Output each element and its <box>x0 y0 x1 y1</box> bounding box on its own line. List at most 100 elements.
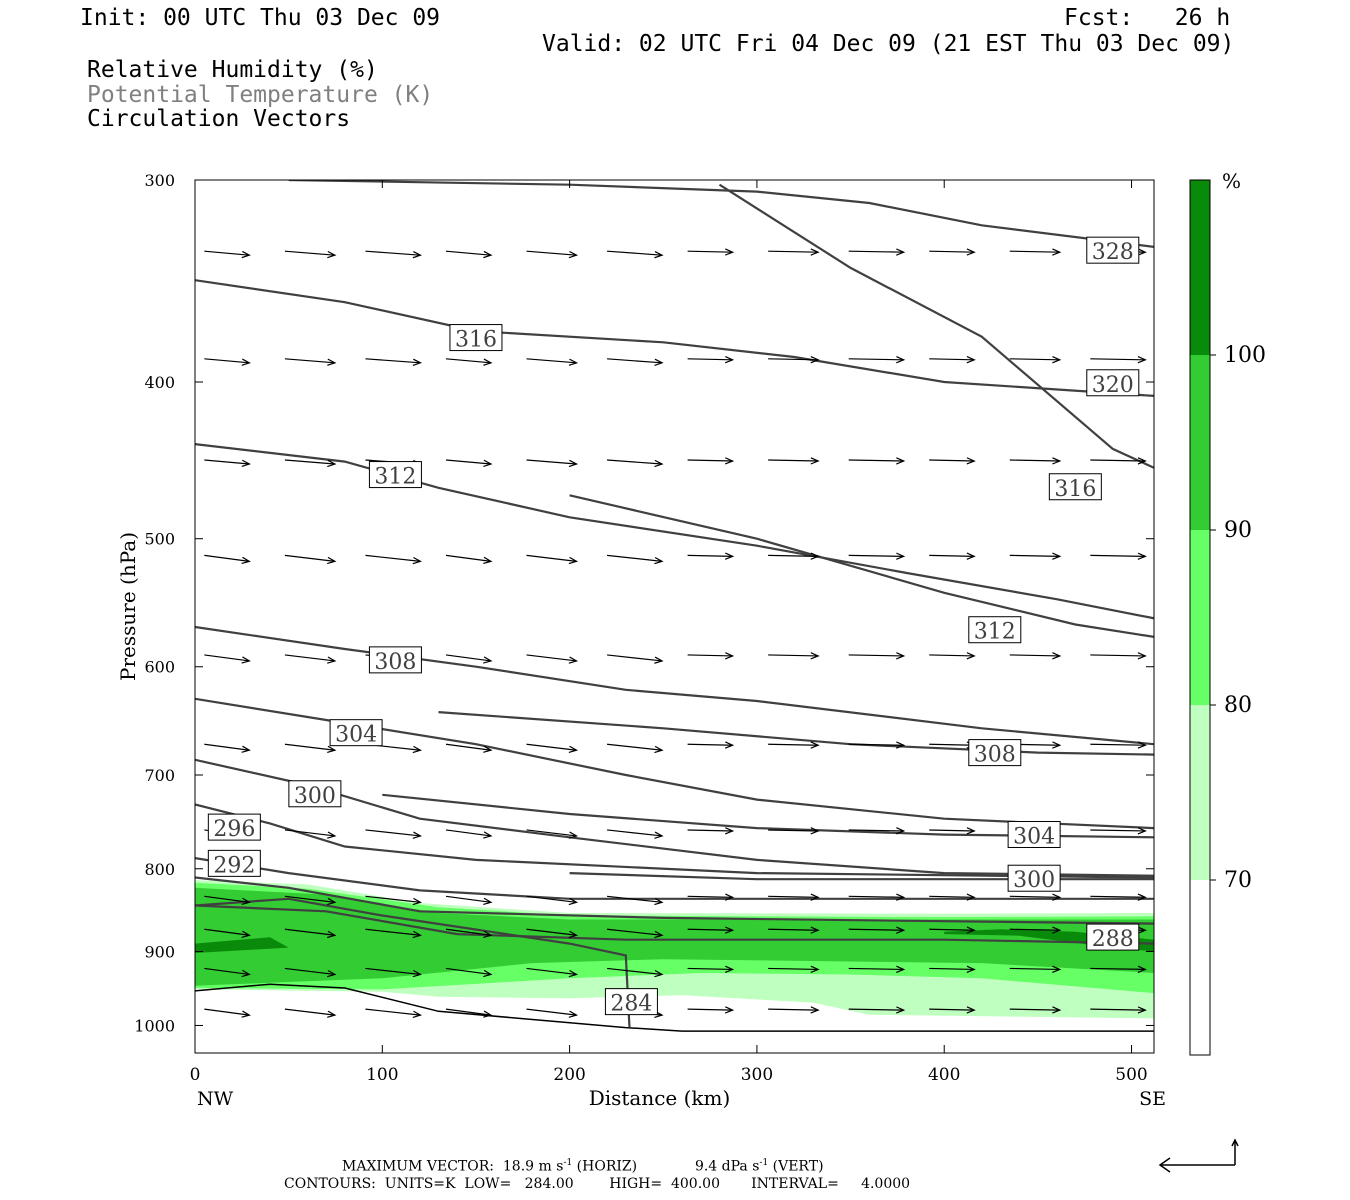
vector-arrowhead <box>966 652 976 660</box>
theta-label: 316 <box>455 328 497 353</box>
circulation-vector <box>848 654 904 657</box>
circulation-vector <box>687 459 733 462</box>
vector-arrowhead <box>896 965 906 973</box>
circulation-vector <box>365 928 421 936</box>
theta-label-box <box>449 324 503 352</box>
vector-arrowhead <box>810 652 820 660</box>
vector-arrowhead <box>896 652 906 660</box>
circulation-vector <box>687 743 733 746</box>
circulation-vector <box>365 967 421 976</box>
vector-arrowhead <box>241 459 251 468</box>
theta-label: 300 <box>294 784 336 809</box>
circulation-vector <box>284 654 335 662</box>
vector-arrowhead <box>1052 1006 1062 1014</box>
circulation-vector <box>768 743 819 746</box>
vector-arrowhead <box>896 827 906 835</box>
circulation-vector <box>929 459 975 462</box>
circulation-vector <box>607 928 663 936</box>
vector-arrowhead <box>1137 248 1147 256</box>
colorbar-segment <box>1190 180 1210 355</box>
circulation-vector <box>204 895 250 903</box>
circulation-vector <box>1090 459 1146 462</box>
circulation-vector <box>768 654 819 657</box>
circulation-vector <box>848 459 904 462</box>
circulation-vector <box>607 250 663 256</box>
circulation-vector <box>768 967 819 971</box>
circulation-vector <box>526 895 577 903</box>
theta-label: 308 <box>974 743 1016 768</box>
vector-arrowhead <box>810 356 820 364</box>
circulation-vector <box>1009 654 1060 657</box>
vector-arrowhead <box>1052 652 1062 660</box>
vector-arrowhead <box>327 745 337 754</box>
circulation-vector <box>929 358 975 361</box>
colorbar-label: 100 <box>1224 343 1266 368</box>
vector-arrowhead <box>327 556 337 565</box>
circulation-vector <box>848 967 904 971</box>
vector-arrowhead <box>241 656 251 664</box>
circulation-vector <box>607 967 663 976</box>
theta-label: 296 <box>213 817 255 842</box>
circulation-vector <box>848 554 904 557</box>
vector-arrowhead <box>1052 893 1062 901</box>
colorbar-label: 70 <box>1224 868 1252 893</box>
vector-arrowhead <box>966 827 976 835</box>
circulation-vector <box>204 459 250 465</box>
y-tick-label: 700 <box>144 766 175 785</box>
vector-arrowhead <box>568 831 579 839</box>
vector-arrowhead <box>810 827 820 835</box>
theta-label-box <box>368 646 422 674</box>
circulation-vector <box>848 829 904 832</box>
vector-arrowhead <box>966 965 976 973</box>
circulation-vector <box>365 554 421 562</box>
vector-arrowhead <box>568 897 579 906</box>
vector-arrowhead <box>966 248 976 256</box>
vector-arrowhead <box>327 969 337 978</box>
vector-arrowhead <box>241 897 251 905</box>
circulation-vector <box>526 654 577 662</box>
circulation-vector <box>1090 654 1146 657</box>
colorbar-label: 90 <box>1224 518 1252 543</box>
theta-label: 304 <box>335 723 377 748</box>
vector-arrowhead <box>1137 827 1147 835</box>
vector-arrowhead <box>241 358 251 366</box>
theta-label: 300 <box>1013 868 1055 893</box>
vector-arrowhead <box>654 897 664 906</box>
vector-arrowhead <box>241 1010 251 1018</box>
circulation-vector <box>768 554 819 557</box>
vector-arrowhead <box>568 250 579 259</box>
circulation-vector <box>284 743 335 751</box>
vector-arrowhead <box>896 926 906 934</box>
circulation-vector <box>687 928 733 931</box>
circulation-vector <box>929 1008 975 1011</box>
circulation-vector <box>929 654 975 657</box>
theta-contour-316 <box>718 183 1154 469</box>
vector-arrowhead <box>724 457 735 465</box>
vector-arrowhead <box>654 745 664 754</box>
vector-arrowhead <box>568 1010 579 1018</box>
vector-arrowhead <box>654 656 664 664</box>
circulation-vector <box>526 928 577 936</box>
circulation-vector <box>929 554 975 557</box>
theta-label-box <box>968 616 1022 644</box>
vector-arrowhead <box>1052 248 1062 256</box>
circulation-vector <box>607 459 663 465</box>
vector-arrowhead <box>568 459 579 468</box>
circulation-vector <box>687 1008 733 1011</box>
theta-contour-296 <box>195 857 1154 900</box>
vector-arrowhead <box>724 741 735 749</box>
vector-arrowhead <box>241 930 251 938</box>
circulation-vector <box>445 895 492 903</box>
circulation-vector <box>284 554 335 562</box>
theta-label: 288 <box>1092 927 1134 952</box>
vector-arrowhead <box>483 745 493 753</box>
circulation-vector <box>1009 967 1060 971</box>
vector-arrowhead <box>654 930 664 939</box>
max-vector-caption: MAXIMUM VECTOR: 18.9 m s-1 (HORIZ) 9.4 d… <box>342 1158 824 1175</box>
vector-arrowhead <box>654 970 664 978</box>
theta-label: 320 <box>1092 373 1134 398</box>
vector-arrowhead <box>1052 741 1062 749</box>
circulation-vector <box>929 895 975 898</box>
vector-arrowhead <box>654 556 664 565</box>
